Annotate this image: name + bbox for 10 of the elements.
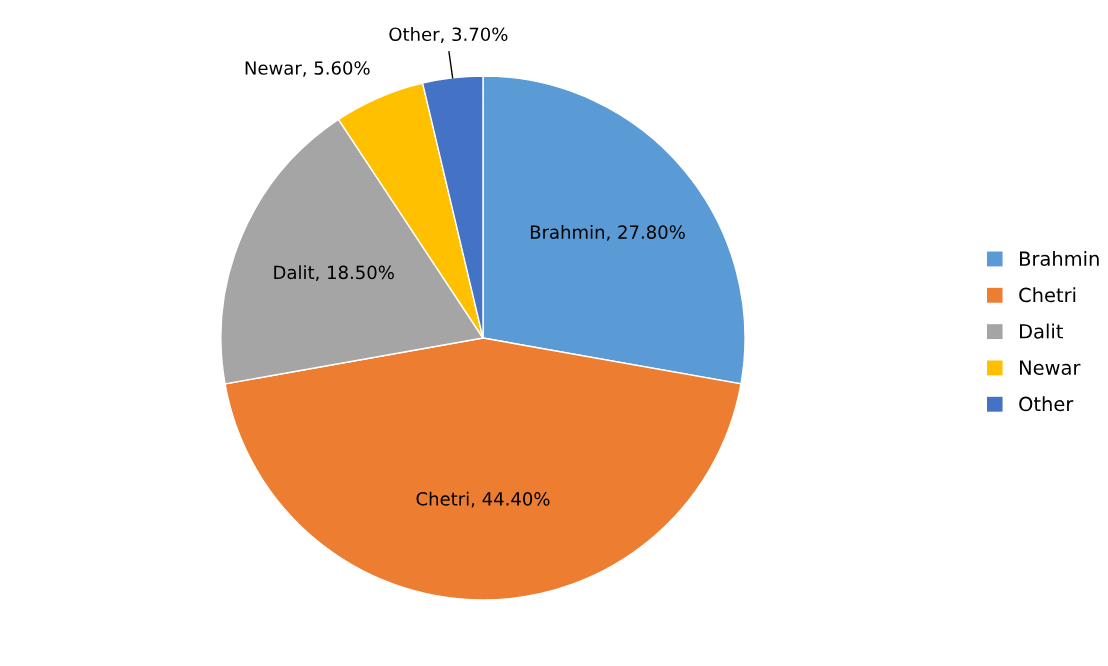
data-label: Dalit, 18.50%	[274, 265, 394, 282]
legend-label: Other	[1019, 396, 1074, 412]
legend-label: Newar	[1020, 360, 1081, 375]
data-label: Brahmin, 27.80%	[530, 224, 685, 241]
legend-label: Brahmin	[1020, 250, 1099, 266]
data-label: Newar, 5.60%	[245, 61, 370, 77]
data-label: Other, 3.70%	[389, 27, 508, 43]
legend-label: Chetri	[1019, 287, 1076, 303]
legend-label: Dalit	[1020, 323, 1063, 339]
data-label: Chetri, 44.40%	[416, 491, 550, 508]
